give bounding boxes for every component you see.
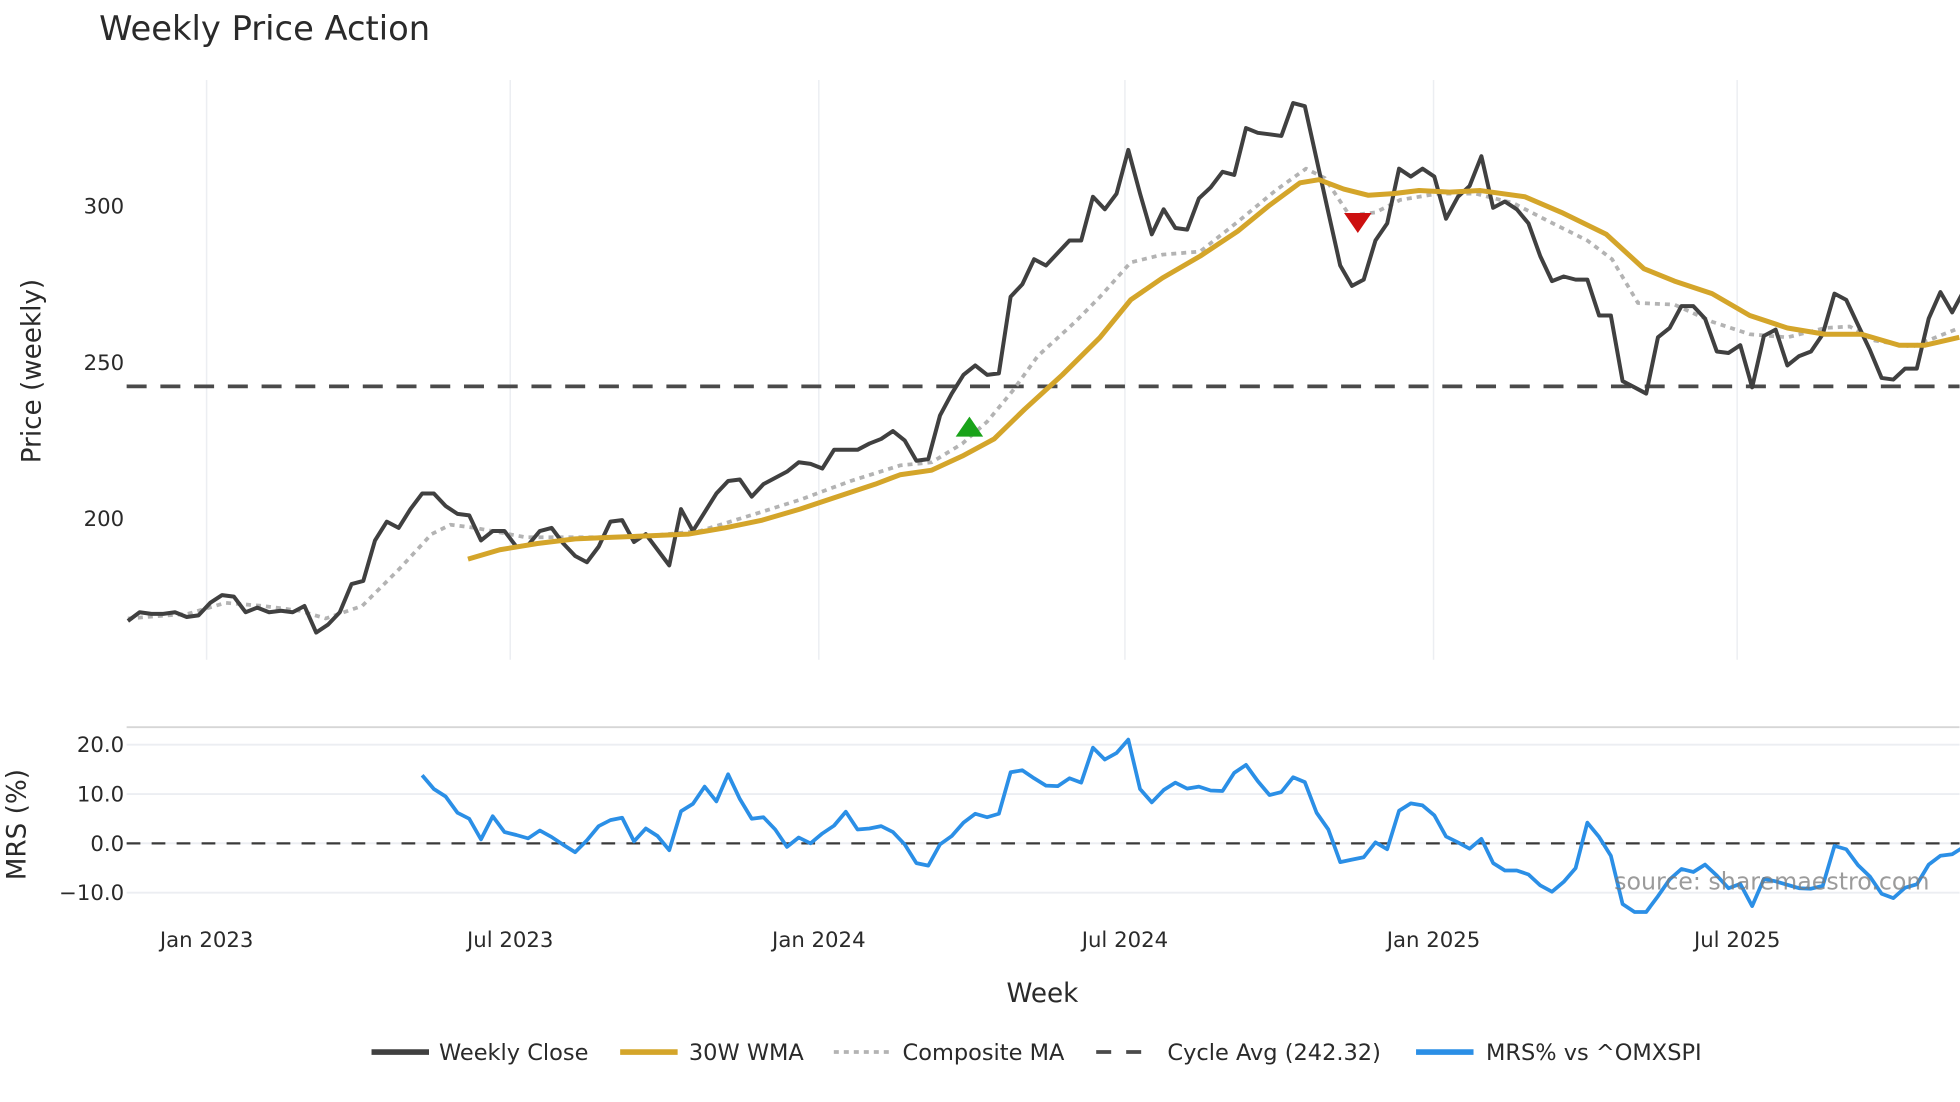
price-y-tick: 300	[84, 195, 125, 220]
x-axis: Jan 2023 Jul 2023 Jan 2024 Jul 2024 Jan 2025…	[158, 928, 1781, 953]
price-y-tick: 200	[84, 507, 125, 532]
legend-label: Cycle Avg (242.32)	[1167, 1040, 1380, 1066]
mrs-y-tick: 10.0	[77, 783, 124, 808]
weekly-close-line	[126, 101, 1960, 635]
sell-signal-triangle-icon	[1344, 213, 1372, 234]
buy-signal-triangle-icon	[955, 416, 984, 437]
source-watermark: source: sharemaestro.com	[1614, 868, 1929, 896]
legend-label: 30W WMA	[689, 1040, 805, 1066]
mrs-y-tick: −10.0	[59, 881, 124, 906]
x-tick: Jul 2023	[465, 928, 553, 953]
legend-item[interactable]: 30W WMA	[620, 1040, 804, 1066]
x-axis-title: Week	[1007, 979, 1080, 1009]
price-y-axis: 300 250 200	[84, 195, 125, 532]
legend-label: MRS% vs ^OMXSPI	[1486, 1040, 1702, 1066]
legend-label: Composite MA	[903, 1040, 1065, 1066]
legend-item[interactable]: Composite MA	[833, 1040, 1065, 1066]
mrs-series	[126, 737, 1960, 914]
price-y-tick: 250	[84, 351, 125, 376]
price-series	[126, 101, 1960, 635]
mrs-y-axis: 20.0 10.0 0.0 −10.0	[59, 733, 124, 906]
x-tick: Jul 2024	[1080, 928, 1168, 953]
x-tick: Jan 2023	[158, 928, 254, 953]
x-tick: Jul 2025	[1692, 928, 1780, 953]
mrs-line	[420, 737, 1960, 914]
signal-markers	[955, 213, 1372, 437]
composite-ma-line	[127, 166, 1960, 621]
legend-item[interactable]: Cycle Avg (242.32)	[1096, 1040, 1381, 1066]
wma-30w-line	[467, 177, 1960, 562]
price-y-axis-title: Price (weekly)	[17, 279, 47, 463]
mrs-y-tick: 20.0	[77, 733, 124, 758]
legend-item[interactable]: Weekly Close	[371, 1040, 589, 1066]
legend-item[interactable]: MRS% vs ^OMXSPI	[1416, 1040, 1702, 1066]
legend-label: Weekly Close	[439, 1040, 588, 1066]
mrs-y-tick: 0.0	[90, 832, 124, 857]
x-tick: Jan 2024	[770, 928, 866, 953]
mrs-y-axis-title: MRS (%)	[2, 769, 32, 880]
x-tick: Jan 2025	[1385, 928, 1481, 953]
legend: Weekly Close 30W WMA Composite MA Cycle Avg…	[371, 1040, 1702, 1066]
chart-title: Weekly Price Action	[99, 9, 430, 48]
